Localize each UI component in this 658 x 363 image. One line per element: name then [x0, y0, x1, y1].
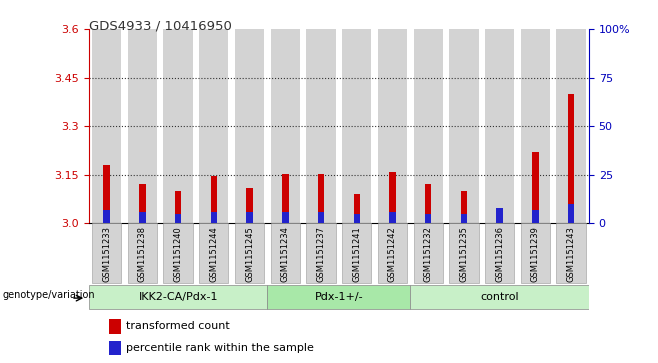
- Bar: [175, 191, 182, 223]
- Bar: [211, 212, 217, 223]
- Bar: [568, 94, 574, 223]
- Bar: [413, 29, 443, 223]
- Bar: [109, 319, 121, 334]
- Bar: [270, 29, 300, 223]
- Text: GSM1151236: GSM1151236: [495, 226, 504, 282]
- Text: GSM1151237: GSM1151237: [316, 226, 326, 282]
- Bar: [390, 172, 395, 223]
- Bar: [496, 208, 503, 223]
- FancyBboxPatch shape: [92, 223, 121, 283]
- Bar: [103, 165, 110, 223]
- Bar: [425, 184, 432, 223]
- Text: GSM1151233: GSM1151233: [102, 226, 111, 282]
- Bar: [532, 210, 538, 223]
- FancyBboxPatch shape: [342, 223, 371, 283]
- Bar: [282, 212, 288, 223]
- Text: GSM1151241: GSM1151241: [352, 226, 361, 282]
- Text: GSM1151232: GSM1151232: [424, 226, 433, 282]
- Bar: [175, 213, 182, 223]
- Bar: [449, 29, 478, 223]
- Bar: [520, 29, 550, 223]
- FancyBboxPatch shape: [378, 223, 407, 283]
- FancyBboxPatch shape: [199, 223, 228, 283]
- Bar: [246, 188, 253, 223]
- Bar: [390, 212, 395, 223]
- Text: GDS4933 / 10416950: GDS4933 / 10416950: [89, 20, 232, 33]
- FancyBboxPatch shape: [520, 223, 550, 283]
- FancyBboxPatch shape: [267, 285, 411, 309]
- Bar: [109, 341, 121, 355]
- Bar: [282, 174, 288, 223]
- Text: GSM1151242: GSM1151242: [388, 226, 397, 282]
- Bar: [496, 220, 503, 223]
- Bar: [307, 29, 336, 223]
- Text: transformed count: transformed count: [126, 321, 230, 331]
- Text: GSM1151245: GSM1151245: [245, 226, 254, 282]
- Bar: [557, 29, 586, 223]
- Text: GSM1151235: GSM1151235: [459, 226, 468, 282]
- FancyBboxPatch shape: [89, 285, 267, 309]
- FancyBboxPatch shape: [449, 223, 478, 283]
- Bar: [235, 29, 265, 223]
- FancyBboxPatch shape: [307, 223, 336, 283]
- Text: GSM1151244: GSM1151244: [209, 226, 218, 282]
- Text: genotype/variation: genotype/variation: [3, 290, 95, 301]
- Bar: [318, 212, 324, 223]
- Text: GSM1151243: GSM1151243: [567, 226, 576, 282]
- FancyBboxPatch shape: [413, 223, 443, 283]
- Text: GSM1151240: GSM1151240: [174, 226, 183, 282]
- FancyBboxPatch shape: [235, 223, 265, 283]
- FancyBboxPatch shape: [557, 223, 586, 283]
- FancyBboxPatch shape: [485, 223, 515, 283]
- Bar: [92, 29, 121, 223]
- Bar: [128, 29, 157, 223]
- Text: control: control: [480, 292, 519, 302]
- Bar: [353, 194, 360, 223]
- Bar: [532, 152, 538, 223]
- Text: GSM1151238: GSM1151238: [138, 226, 147, 282]
- Text: GSM1151239: GSM1151239: [531, 226, 540, 282]
- FancyBboxPatch shape: [128, 223, 157, 283]
- Bar: [353, 213, 360, 223]
- Bar: [246, 212, 253, 223]
- Text: IKK2-CA/Pdx-1: IKK2-CA/Pdx-1: [138, 292, 218, 302]
- FancyBboxPatch shape: [411, 285, 589, 309]
- Text: Pdx-1+/-: Pdx-1+/-: [315, 292, 363, 302]
- Bar: [139, 212, 145, 223]
- Bar: [103, 210, 110, 223]
- Bar: [342, 29, 371, 223]
- Text: GSM1151234: GSM1151234: [281, 226, 290, 282]
- FancyBboxPatch shape: [270, 223, 300, 283]
- Bar: [461, 191, 467, 223]
- Text: percentile rank within the sample: percentile rank within the sample: [126, 343, 315, 353]
- Bar: [139, 184, 145, 223]
- Bar: [211, 176, 217, 223]
- Bar: [378, 29, 407, 223]
- Bar: [425, 213, 432, 223]
- Bar: [461, 213, 467, 223]
- Bar: [163, 29, 193, 223]
- Bar: [485, 29, 515, 223]
- FancyBboxPatch shape: [163, 223, 193, 283]
- Bar: [568, 204, 574, 223]
- Bar: [318, 174, 324, 223]
- Bar: [199, 29, 228, 223]
